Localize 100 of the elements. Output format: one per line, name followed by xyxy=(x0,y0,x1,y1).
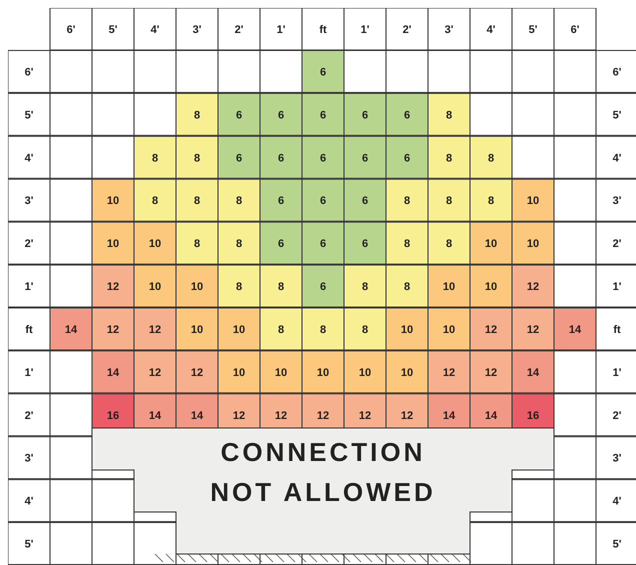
y2-tick-label: 1' xyxy=(612,366,622,379)
data-label: 6 xyxy=(278,152,284,164)
y2-tick-label: 2' xyxy=(612,238,622,250)
data-label: 10 xyxy=(106,195,120,208)
data-label: 10 xyxy=(400,366,414,379)
x-tick-label: ft xyxy=(319,24,327,36)
y-tick-label: 2' xyxy=(24,238,34,250)
data-label: 8 xyxy=(152,152,158,164)
data-label: 8 xyxy=(446,238,452,250)
data-label: 12 xyxy=(190,366,204,379)
data-label: 6 xyxy=(278,195,284,208)
data-label: 8 xyxy=(446,195,452,208)
data-label: 8 xyxy=(362,281,368,294)
data-label: 8 xyxy=(278,281,284,294)
y2-tick-label: 4' xyxy=(612,152,622,164)
data-label: 10 xyxy=(526,238,540,250)
annotation: CONNECTION NOT ALLOWED xyxy=(210,437,436,507)
y2-tick-label: 4' xyxy=(612,496,622,508)
y2-tick-label: ft xyxy=(613,324,621,336)
data-label: 8 xyxy=(320,324,326,336)
data-label: 12 xyxy=(526,324,540,336)
data-label: 12 xyxy=(358,410,372,422)
data-label: 12 xyxy=(148,366,162,379)
data-label: 10 xyxy=(400,324,414,336)
data-label: 12 xyxy=(106,281,120,294)
data-label: 14 xyxy=(526,366,540,379)
data-label: 6 xyxy=(236,152,242,164)
data-label: 10 xyxy=(526,195,540,208)
data-label: 14 xyxy=(190,410,204,422)
y-tick-label: ft xyxy=(25,324,33,336)
y-tick-label: 3' xyxy=(24,195,34,208)
data-label: 10 xyxy=(148,281,162,294)
data-label: 12 xyxy=(442,366,456,379)
data-label: 8 xyxy=(362,324,368,336)
data-label: 14 xyxy=(568,324,582,336)
x-tick-label: 4' xyxy=(150,24,160,36)
data-label: 10 xyxy=(190,324,204,336)
y2-tick-label: 1' xyxy=(612,281,622,294)
y-tick-label: 3' xyxy=(24,452,34,465)
data-label: 6 xyxy=(362,238,368,250)
data-label: 14 xyxy=(148,410,162,422)
x-tick-label: 3' xyxy=(192,24,202,36)
x-tick-label: 3' xyxy=(444,24,454,36)
data-label: 6 xyxy=(362,109,368,122)
data-label: 6 xyxy=(320,281,326,294)
data-label: 12 xyxy=(484,366,498,379)
data-label: 10 xyxy=(316,366,330,379)
data-label: 8 xyxy=(446,109,452,122)
data-label: 6 xyxy=(278,238,284,250)
data-label: 8 xyxy=(404,281,410,294)
data-label: 16 xyxy=(526,410,540,422)
y-tick-label: 6' xyxy=(24,66,34,78)
data-label: 6 xyxy=(404,109,410,122)
data-label: 8 xyxy=(236,195,242,208)
data-label: 10 xyxy=(442,324,456,336)
data-label: 6 xyxy=(362,152,368,164)
data-label: 14 xyxy=(484,410,498,422)
x-tick-label: 1' xyxy=(276,24,286,36)
data-label: 8 xyxy=(236,238,242,250)
y-tick-label: 2' xyxy=(24,410,34,422)
data-label: 6 xyxy=(320,238,326,250)
data-label: 8 xyxy=(404,238,410,250)
x-tick-label: 5' xyxy=(528,24,538,36)
x-tick-label: 6' xyxy=(66,24,76,36)
data-label: 12 xyxy=(106,324,120,336)
data-label: 8 xyxy=(194,152,200,164)
y2-tick-label: 5' xyxy=(612,538,622,551)
y2-tick-label: 6' xyxy=(612,66,622,78)
y2-tick-label: 3' xyxy=(612,195,622,208)
y-tick-label: 4' xyxy=(24,496,34,508)
data-label: 10 xyxy=(358,366,372,379)
data-label: 10 xyxy=(442,281,456,294)
data-label: 6 xyxy=(320,66,326,78)
data-label: 8 xyxy=(488,195,494,208)
data-label: 10 xyxy=(484,238,498,250)
data-label: 10 xyxy=(232,324,246,336)
data-label: 12 xyxy=(232,410,246,422)
data-label: 8 xyxy=(194,238,200,250)
data-label: 10 xyxy=(274,366,288,379)
data-label: 10 xyxy=(190,281,204,294)
y-tick-label: 1' xyxy=(24,366,34,379)
y-tick-label: 4' xyxy=(24,152,34,164)
data-label: 12 xyxy=(484,324,498,336)
data-label: 6 xyxy=(320,152,326,164)
data-label: 16 xyxy=(106,410,120,422)
data-label: 10 xyxy=(232,366,246,379)
data-label: 8 xyxy=(236,281,242,294)
data-label: 14 xyxy=(64,324,78,336)
y-tick-label: 5' xyxy=(24,538,34,551)
data-label: 14 xyxy=(106,366,120,379)
data-label: 8 xyxy=(278,324,284,336)
data-label: 6 xyxy=(404,152,410,164)
x-tick-label: 2' xyxy=(234,24,244,36)
data-label: 12 xyxy=(526,281,540,294)
data-label: 10 xyxy=(148,238,162,250)
data-label: 10 xyxy=(106,238,120,250)
x-tick-label: 1' xyxy=(360,24,370,36)
y-tick-label: 5' xyxy=(24,109,34,122)
data-label: 6 xyxy=(362,195,368,208)
x-tick-label: 6' xyxy=(570,24,580,36)
